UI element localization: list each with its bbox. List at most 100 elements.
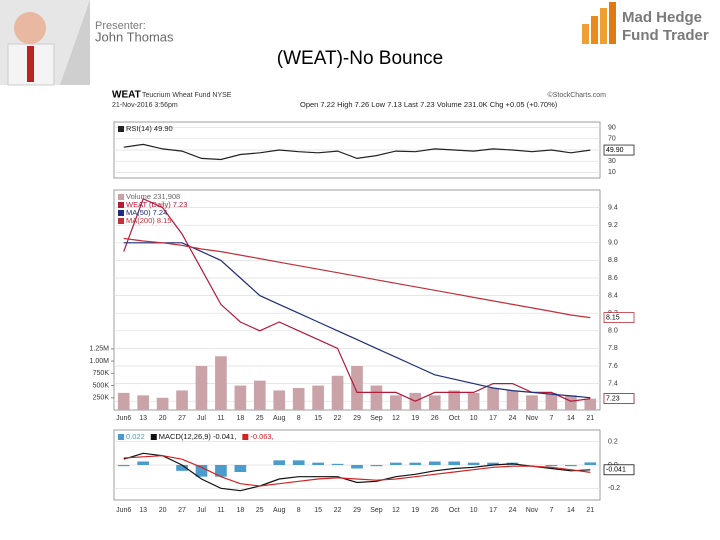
x-tick-label: 22 [334, 507, 342, 514]
symbol: WEAT [112, 90, 141, 101]
bar [390, 395, 402, 410]
slide-title: (WEAT)-No Bounce [277, 48, 443, 69]
bar [370, 385, 383, 410]
x-tick-label: 21 [586, 415, 594, 422]
x-tick-label: Sep [370, 415, 383, 422]
x-tick-label: 27 [178, 415, 186, 422]
y-tick-label: -0.2 [608, 485, 620, 492]
y-tick-label: 7.6 [608, 363, 618, 370]
x-tick-label: Sep [370, 507, 383, 514]
fund-name: Teucrium Wheat Fund NYSE [142, 92, 232, 99]
end-label-box [603, 393, 635, 404]
x-tick-label: 14 [567, 507, 575, 514]
x-tick-label: Nov [526, 415, 539, 422]
x-tick-label: 21 [586, 507, 594, 514]
bar [215, 356, 227, 410]
end-label: 7.23 [606, 395, 620, 402]
bar [390, 462, 402, 465]
bar [467, 392, 480, 410]
y2-tick-label: 1.25M [90, 346, 110, 353]
x-tick-label: 25 [256, 415, 264, 422]
x-tick-label: Aug [273, 507, 286, 514]
x-tick-label: 29 [353, 415, 361, 422]
x-tick-label: 10 [470, 507, 478, 514]
x-tick-label: 19 [411, 415, 419, 422]
bar [195, 366, 208, 410]
legend-swatch [118, 126, 124, 132]
bar [467, 462, 480, 465]
y-tick-label: 0.2 [608, 439, 618, 446]
quote: Open 7.22 High 7.26 Low 7.13 Last 7.23 V… [300, 100, 558, 109]
bar [545, 465, 558, 467]
x-tick-label: Nov [526, 507, 539, 514]
bar [292, 388, 305, 410]
x-tick-label: 18 [236, 507, 244, 514]
x-tick-label: 7 [549, 415, 553, 422]
series-line [123, 242, 591, 399]
x-tick-label: 10 [470, 415, 478, 422]
x-tick-label: 14 [567, 415, 575, 422]
x-tick-label: 26 [431, 507, 439, 514]
series-line [123, 197, 591, 402]
logo-line1: Mad Hedge [622, 9, 702, 26]
bar [351, 465, 363, 469]
bar [117, 392, 130, 410]
y2-tick-label: 500K [93, 382, 110, 389]
bar [428, 461, 441, 465]
bar [215, 465, 227, 477]
legend-swatch [118, 202, 124, 208]
legend-label: Volume 231,908 [126, 192, 180, 201]
y2-tick-label: 250K [93, 395, 110, 402]
y-tick-label: 8.0 [608, 328, 618, 335]
series-line [123, 455, 591, 487]
x-tick-label: 13 [139, 415, 147, 422]
bar [565, 395, 577, 410]
bar [565, 465, 577, 467]
bar [312, 462, 324, 465]
end-label: 8.15 [606, 314, 620, 321]
end-label: -0.041 [606, 467, 626, 474]
bar [506, 390, 519, 410]
bar [428, 395, 441, 410]
bar [292, 460, 305, 465]
y-tick-label: 9.4 [608, 204, 618, 211]
legend-label: RSI(14) 49.90 [126, 124, 173, 133]
x-tick-label: Oct [449, 507, 460, 514]
x-tick-label: 12 [392, 415, 400, 422]
series-line [123, 237, 591, 319]
bar [117, 465, 130, 467]
series-line [123, 143, 591, 161]
x-tick-label: 29 [353, 507, 361, 514]
bar [156, 397, 169, 410]
bar [351, 366, 363, 410]
bar [195, 465, 208, 477]
end-label-box [603, 464, 635, 476]
legend-swatch [118, 434, 124, 440]
x-tick-label: 17 [489, 507, 497, 514]
legend-label: WEAT (Daily) 7.23 [126, 200, 187, 209]
x-tick-label: 8 [297, 415, 301, 422]
series-line [123, 452, 591, 492]
legend-swatch [150, 434, 157, 440]
x-tick-label: 15 [314, 507, 322, 514]
x-tick-label: 24 [509, 507, 517, 514]
x-tick-label: 27 [178, 507, 186, 514]
x-tick-label: 11 [217, 507, 224, 514]
y-tick-label: 8.4 [608, 292, 618, 299]
bar [487, 388, 499, 410]
x-tick-label: 24 [509, 415, 517, 422]
presenter-name: John Thomas [95, 29, 174, 44]
x-tick-label: 15 [314, 415, 322, 422]
bar [234, 385, 247, 410]
legend-label: MA(50) 7.24 [126, 208, 167, 217]
end-label-box [603, 312, 635, 324]
x-tick-label: 26 [431, 415, 439, 422]
y-tick-label: 8.8 [608, 257, 618, 264]
x-tick-label: 8 [297, 507, 301, 514]
bar [448, 461, 461, 465]
bar [234, 465, 247, 472]
bar [331, 463, 344, 465]
x-tick-label: 18 [236, 415, 244, 422]
y-tick-label: 7.8 [608, 345, 618, 352]
